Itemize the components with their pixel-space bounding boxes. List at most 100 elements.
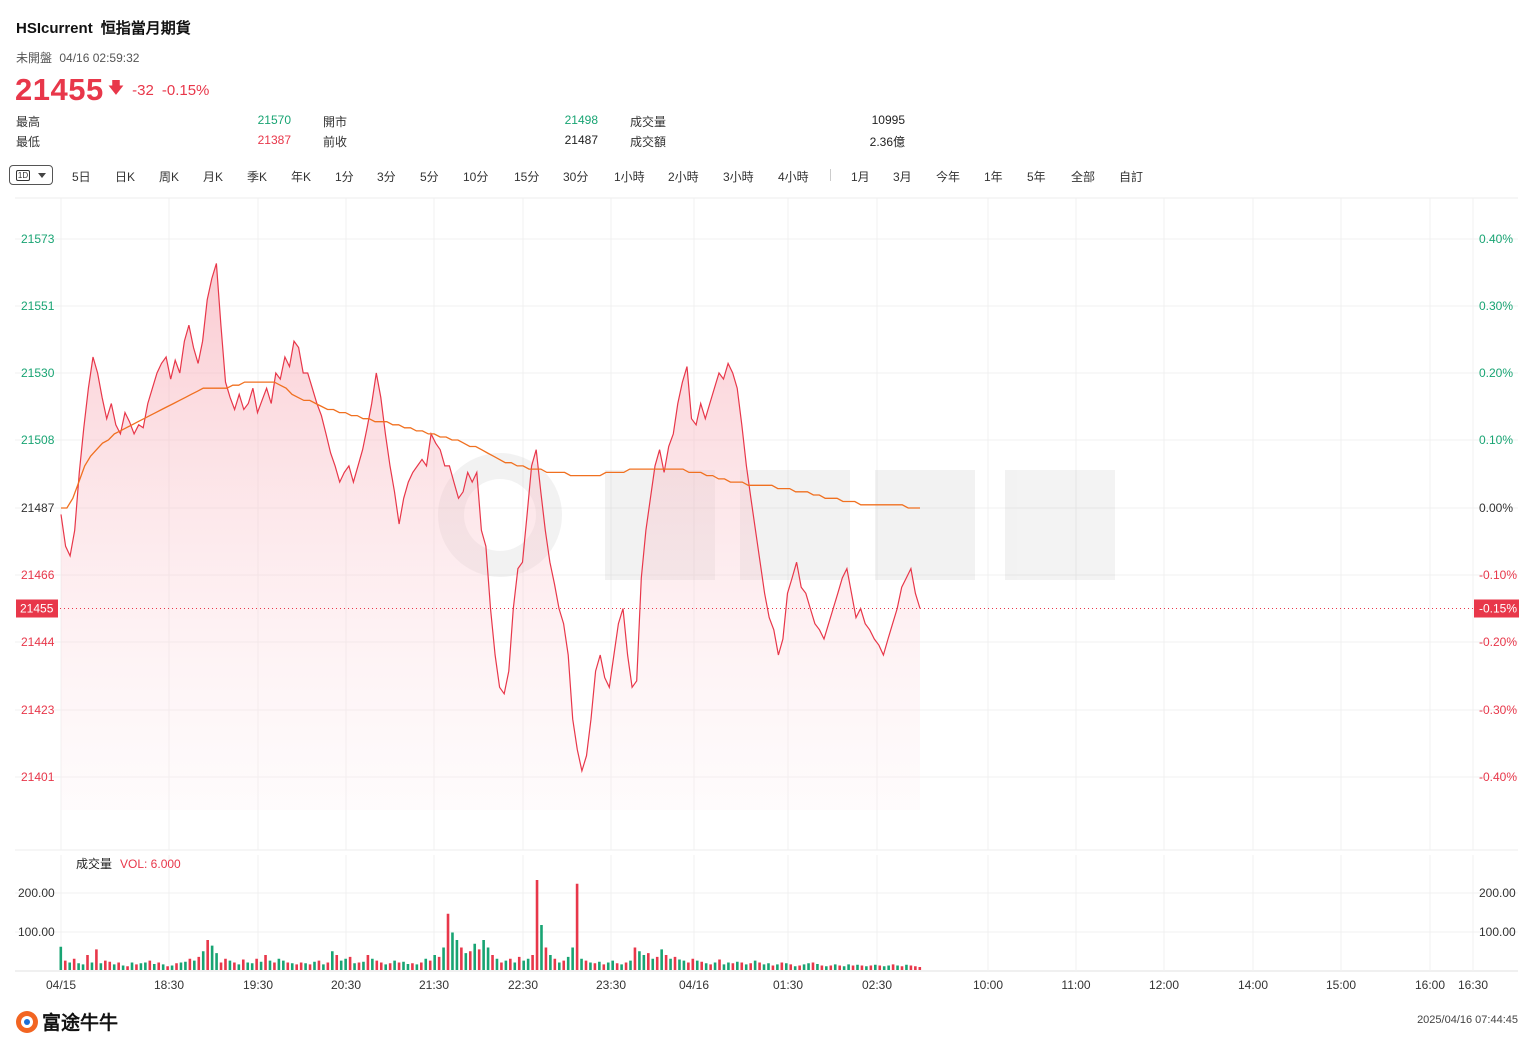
volume-bar bbox=[179, 962, 183, 970]
period-tab-14[interactable]: 3小時 bbox=[723, 170, 754, 184]
period-tab-2[interactable]: 周K bbox=[159, 170, 180, 184]
y-tick-pct-label: 0.00% bbox=[1479, 501, 1513, 515]
quote-title: HSIcurrent 恒指當月期貨 bbox=[16, 17, 191, 38]
volume-bar bbox=[682, 960, 686, 970]
volume-bar bbox=[540, 925, 543, 970]
volume-bar bbox=[647, 953, 650, 970]
volume-bar bbox=[807, 963, 810, 970]
volume-bar bbox=[157, 962, 161, 970]
period-tab-13[interactable]: 2小時 bbox=[668, 170, 699, 184]
market-status: 未開盤 04/16 02:59:32 bbox=[16, 49, 139, 66]
volume-tick-label-right: 100.00 bbox=[1479, 925, 1516, 939]
chevron-down-icon bbox=[38, 172, 47, 178]
period-tab-21[interactable]: 全部 bbox=[1071, 170, 1096, 184]
volume-bar bbox=[335, 955, 339, 970]
volume-bar bbox=[793, 966, 797, 970]
volume-bar bbox=[611, 960, 614, 970]
average-price-line bbox=[61, 381, 920, 509]
status-datetime: 04/16 02:59:32 bbox=[59, 51, 140, 65]
volume-bar bbox=[771, 965, 775, 970]
y-tick-label: 21551 bbox=[21, 299, 55, 313]
period-tab-19[interactable]: 1年 bbox=[984, 170, 1003, 184]
period-selector-dropdown[interactable]: 1D bbox=[9, 165, 53, 185]
period-tab-10[interactable]: 15分 bbox=[514, 170, 540, 184]
volume-bar bbox=[651, 958, 655, 970]
volume-bar bbox=[304, 963, 307, 970]
stat-high-value: 21570 bbox=[257, 113, 291, 127]
volume-bar bbox=[700, 961, 704, 970]
period-tab-9[interactable]: 10分 bbox=[463, 170, 489, 184]
volume-bar bbox=[112, 964, 116, 970]
period-tab-17[interactable]: 3月 bbox=[893, 170, 912, 184]
volume-bar bbox=[789, 964, 793, 970]
x-tick-label: 16:30 bbox=[1458, 978, 1488, 992]
volume-bar bbox=[477, 949, 481, 970]
x-tick-label: 18:30 bbox=[154, 978, 184, 992]
volume-bar bbox=[535, 880, 539, 970]
x-tick-label: 14:00 bbox=[1238, 978, 1268, 992]
volume-bar bbox=[286, 962, 290, 970]
period-tab-1[interactable]: 日K bbox=[115, 170, 136, 184]
volume-bar bbox=[375, 960, 379, 970]
period-tab-6[interactable]: 1分 bbox=[335, 170, 354, 184]
volume-bar bbox=[371, 958, 374, 970]
period-tab-5[interactable]: 年K bbox=[291, 170, 312, 184]
x-tick-label: 11:00 bbox=[1061, 978, 1090, 992]
volume-bar bbox=[81, 964, 85, 970]
period-tab-18[interactable]: 今年 bbox=[936, 170, 961, 184]
volume-bar bbox=[95, 949, 98, 970]
volume-bar bbox=[255, 958, 258, 970]
intraday-chart[interactable]: 21573 21551 21530 21508 21487 21466 21444 21423… bbox=[0, 0, 1534, 1000]
period-tab-4[interactable]: 季K bbox=[247, 170, 268, 184]
period-tab-7[interactable]: 3分 bbox=[377, 170, 396, 184]
period-tab-22[interactable]: 自訂 bbox=[1119, 170, 1144, 184]
volume-bar bbox=[344, 958, 347, 970]
price-area-fill bbox=[61, 263, 920, 810]
y-tick-pct-label: -0.10% bbox=[1479, 568, 1517, 582]
volume-bar bbox=[615, 963, 619, 970]
volume-bar bbox=[669, 958, 672, 970]
x-tick-label: 20:30 bbox=[331, 978, 361, 992]
volume-bar bbox=[72, 958, 76, 970]
volume-bar bbox=[326, 962, 330, 970]
period-tab-11[interactable]: 30分 bbox=[563, 170, 589, 184]
volume-bar bbox=[914, 966, 917, 970]
period-tab-0[interactable]: 5日 bbox=[72, 170, 91, 184]
volume-bar bbox=[139, 963, 143, 970]
volume-bar bbox=[642, 955, 646, 970]
y-tick-label: 21401 bbox=[21, 770, 55, 784]
volume-bar bbox=[767, 963, 770, 970]
volume-bar bbox=[695, 960, 699, 970]
y-tick-pct-label: 0.20% bbox=[1479, 366, 1513, 380]
volume-bar bbox=[598, 961, 601, 970]
period-tab-12[interactable]: 1小時 bbox=[614, 170, 645, 184]
volume-bar bbox=[460, 947, 463, 970]
volume-bar bbox=[411, 963, 414, 970]
period-tab-15[interactable]: 4小時 bbox=[778, 170, 809, 184]
volume-bar bbox=[68, 962, 72, 970]
brand-logo: 富途牛牛 bbox=[15, 1008, 118, 1035]
volume-bar bbox=[237, 964, 241, 970]
volume-bar bbox=[575, 883, 579, 970]
period-tab-8[interactable]: 5分 bbox=[420, 170, 439, 184]
stat-prev-close-label: 前收 bbox=[323, 135, 348, 149]
volume-bars bbox=[59, 880, 922, 970]
volume-bar bbox=[206, 940, 209, 970]
y-axis-left: 21573 21551 21530 21508 21487 21466 21444 21423… bbox=[21, 232, 55, 784]
volume-bar bbox=[900, 966, 904, 970]
volume-bar bbox=[780, 962, 784, 970]
volume-bar bbox=[379, 962, 383, 970]
volume-bar bbox=[290, 963, 294, 970]
x-tick-label: 16:00 bbox=[1415, 978, 1445, 992]
volume-bar bbox=[241, 959, 245, 970]
volume-bar bbox=[833, 964, 837, 970]
volume-bar bbox=[264, 955, 267, 970]
volume-bar bbox=[273, 962, 276, 970]
period-tab-3[interactable]: 月K bbox=[203, 170, 224, 184]
period-tab-20[interactable]: 5年 bbox=[1027, 170, 1046, 184]
period-tab-16[interactable]: 1月 bbox=[851, 170, 870, 184]
volume-bar bbox=[753, 960, 757, 970]
volume-bar bbox=[500, 962, 503, 970]
volume-bar bbox=[468, 951, 472, 970]
period-selected-badge: 1D bbox=[15, 169, 31, 181]
